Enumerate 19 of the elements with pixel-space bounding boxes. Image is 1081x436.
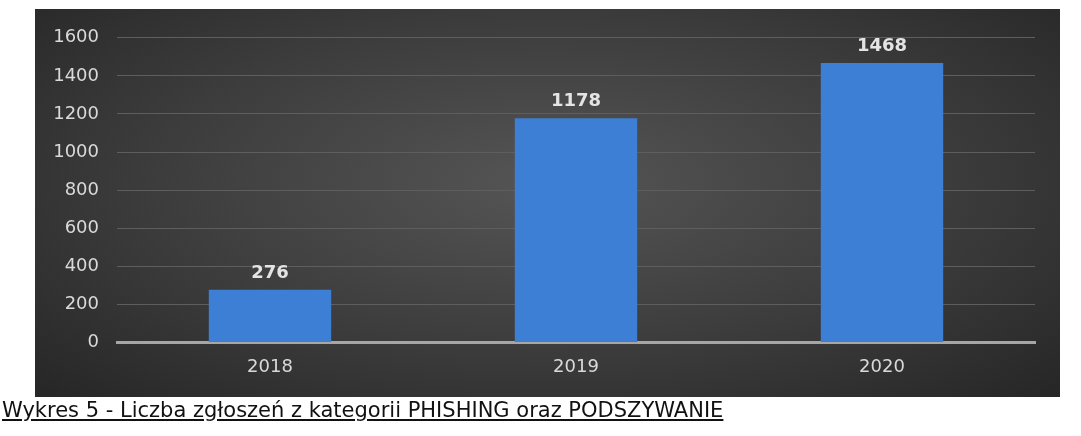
y-tick-label: 1600	[53, 25, 99, 47]
bar	[820, 62, 944, 342]
x-tick-label: 2019	[553, 354, 599, 376]
bar	[208, 289, 332, 342]
data-label: 1468	[856, 33, 908, 55]
bar	[514, 118, 638, 342]
x-tick-label: 2020	[859, 354, 905, 376]
y-tick-label: 0	[87, 330, 99, 352]
y-tick-label: 800	[64, 177, 99, 199]
y-tick-label: 400	[64, 253, 99, 275]
y-tick-label: 1400	[53, 63, 99, 85]
y-tick-label: 600	[64, 215, 99, 237]
y-tick-label: 200	[64, 292, 99, 313]
y-tick-label: 1000	[53, 139, 99, 161]
data-label: 1178	[550, 88, 602, 110]
y-tick-label: 1200	[53, 101, 99, 123]
data-label: 276	[251, 260, 289, 282]
x-tick-label: 2018	[247, 354, 293, 376]
text: Wykres 5 - Liczba zgłoszeń z kategorii PHISHING oraz PODSZYWANIE	[2, 397, 724, 424]
